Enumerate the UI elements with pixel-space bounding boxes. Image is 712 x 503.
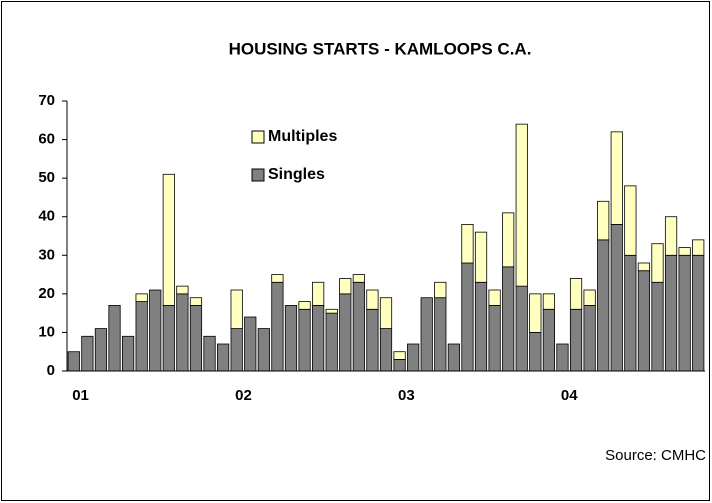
bar-segment [230, 328, 243, 372]
bar-segment [664, 254, 678, 372]
bar-segment [379, 328, 393, 372]
bar-segment [502, 266, 515, 372]
bar-segment [217, 343, 230, 372]
bar-segment [488, 305, 501, 372]
bar-segment [542, 308, 555, 372]
bar-segment [434, 297, 447, 372]
y-tick-label: 50 [38, 169, 55, 186]
chart-title: HOUSING STARTS - KAMLOOPS C.A. [229, 39, 532, 58]
bar-segment [420, 297, 433, 372]
y-tick-label: 20 [38, 285, 55, 302]
bar-segment [692, 239, 705, 256]
bar-segment [569, 308, 583, 372]
bar-segment [569, 278, 583, 310]
bar-segment [366, 308, 379, 372]
bar-segment [583, 305, 596, 372]
y-tick-label: 60 [38, 131, 55, 148]
bar-segment [312, 305, 325, 372]
x-tick-label: 04 [561, 387, 578, 404]
bar-segment [529, 293, 542, 333]
bar-segment [474, 231, 488, 283]
bar-segment [624, 185, 637, 256]
bar-segment [244, 316, 257, 372]
bar-segment [352, 274, 365, 283]
y-tick-label: 0 [47, 362, 55, 379]
bar-segment [637, 262, 651, 272]
legend-swatch [251, 168, 265, 182]
bar-segment [502, 212, 515, 268]
bar-segment [379, 297, 393, 329]
bar-segment [189, 305, 203, 372]
y-tick-label: 10 [38, 323, 55, 340]
bar-segment [556, 343, 569, 372]
bar-segment [624, 254, 637, 372]
source: Source: CMHC [605, 447, 706, 464]
bar-segment [393, 351, 406, 360]
bar-segment [298, 301, 311, 310]
bar-segment [149, 289, 162, 372]
bar-segment [162, 305, 175, 372]
legend-label: Multiples [268, 128, 337, 145]
legend-label: Singles [268, 166, 325, 183]
x-tick-label: 02 [235, 387, 252, 404]
bar-segment [176, 293, 189, 372]
bar-segment [189, 297, 203, 306]
bar-segment [176, 285, 189, 295]
bar-segment [637, 270, 651, 372]
bar-segment [610, 131, 623, 225]
x-tick-label: 01 [72, 387, 89, 404]
bar-segment [271, 281, 284, 372]
bar-segment [325, 308, 338, 314]
bar-segment [678, 247, 691, 256]
bar-segment [474, 281, 488, 372]
bar-segment [135, 293, 148, 302]
bar-segment [135, 301, 148, 372]
bar-segment [664, 216, 678, 256]
bar-segment [121, 335, 135, 372]
bar-segment [529, 332, 542, 372]
bar-segment [651, 243, 664, 283]
bar-segment [515, 285, 528, 372]
legend-swatch [251, 130, 265, 144]
bar-segment [692, 254, 705, 372]
bar-segment [610, 224, 623, 372]
bar-segment [542, 293, 555, 310]
y-tick-label: 30 [38, 246, 55, 263]
bar-segment [583, 289, 596, 306]
bar-segment [407, 343, 420, 372]
bar-segment [298, 308, 311, 372]
bar-segment [284, 305, 298, 372]
bar-segment [257, 328, 270, 372]
bar-segment [312, 281, 325, 306]
bar-segment [488, 289, 501, 306]
y-tick-label: 40 [38, 208, 55, 225]
bar-segment [597, 200, 610, 241]
bar-segment [162, 173, 175, 306]
bar-segment [203, 335, 216, 372]
bar-segment [461, 262, 474, 372]
bar-segment [651, 281, 664, 372]
bar-segment [325, 312, 338, 372]
bar-segment [339, 293, 352, 372]
bar-segment [108, 305, 121, 372]
bar-segment [67, 351, 80, 372]
bar-segment [393, 359, 406, 372]
bar-segment [271, 274, 284, 283]
bar-segment [352, 281, 365, 372]
bar-segment [94, 328, 108, 372]
bar-segment [597, 239, 610, 372]
bar-segment [434, 281, 447, 299]
bar-segment [447, 343, 460, 372]
x-tick-label: 03 [398, 387, 415, 404]
y-tick-label: 70 [38, 92, 55, 109]
bar-segment [339, 278, 352, 295]
bar-segment [461, 224, 474, 264]
bar-segment [366, 289, 379, 310]
bar-segment [515, 123, 528, 287]
bar-segment [678, 254, 691, 372]
bar-segment [81, 335, 94, 372]
bar-segment [230, 289, 243, 329]
